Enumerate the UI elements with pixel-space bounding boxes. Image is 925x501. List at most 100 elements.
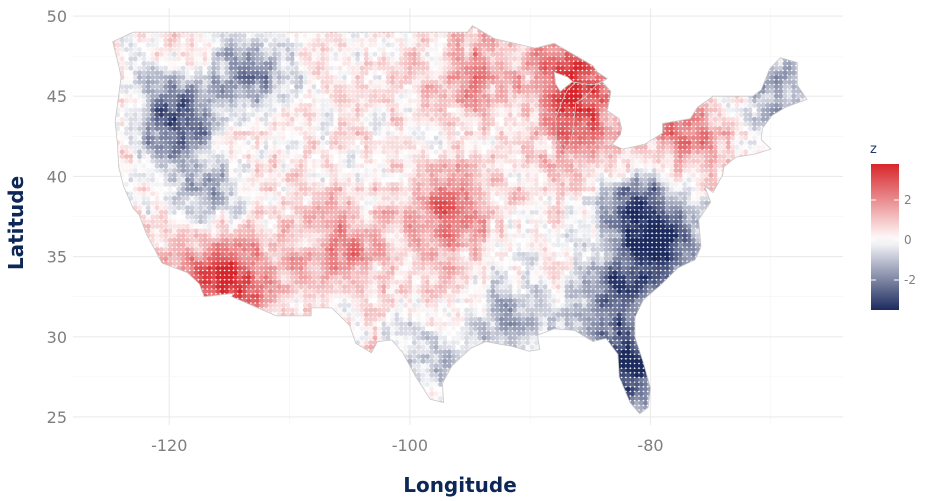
data-point xyxy=(608,349,614,355)
data-point xyxy=(154,316,160,322)
data-point xyxy=(158,312,164,318)
data-point xyxy=(481,409,487,414)
data-point xyxy=(669,354,675,359)
data-point xyxy=(324,326,330,332)
data-point xyxy=(586,316,592,322)
data-point xyxy=(320,302,326,308)
data-point xyxy=(621,330,627,336)
data-point xyxy=(263,409,269,414)
data-point xyxy=(158,307,164,313)
data-point xyxy=(416,391,422,397)
data-point xyxy=(281,293,286,299)
data-point xyxy=(433,372,439,378)
data-point xyxy=(795,381,801,387)
data-point xyxy=(551,368,557,373)
data-point xyxy=(433,340,439,346)
data-point xyxy=(494,358,500,364)
data-point xyxy=(739,395,744,401)
data-point xyxy=(407,330,413,336)
data-point xyxy=(573,344,579,350)
data-point xyxy=(107,331,112,336)
data-point xyxy=(385,377,391,383)
data-point xyxy=(281,321,286,327)
data-point xyxy=(259,298,265,304)
data-point xyxy=(407,340,413,346)
data-point xyxy=(333,409,339,414)
data-point xyxy=(263,405,269,411)
data-point xyxy=(150,330,156,336)
data-point xyxy=(651,307,657,313)
data-point xyxy=(259,321,265,327)
data-point xyxy=(342,326,348,332)
data-point xyxy=(185,344,191,350)
data-point xyxy=(691,358,696,364)
data-point xyxy=(246,381,252,387)
data-point xyxy=(630,354,635,359)
data-point xyxy=(377,279,382,285)
data-point xyxy=(359,274,365,280)
data-point xyxy=(298,354,304,359)
data-point xyxy=(163,349,169,355)
data-point xyxy=(115,340,121,346)
data-point xyxy=(699,288,705,294)
data-point xyxy=(555,354,561,359)
data-point xyxy=(420,326,426,332)
data-point xyxy=(189,377,195,383)
data-point xyxy=(573,335,579,341)
data-point xyxy=(385,302,391,308)
data-point xyxy=(281,354,286,359)
data-point xyxy=(525,288,531,294)
data-point xyxy=(551,330,557,336)
data-point xyxy=(656,307,662,313)
data-point xyxy=(560,302,566,308)
data-point xyxy=(630,312,635,318)
data-point xyxy=(464,288,470,294)
data-point xyxy=(329,409,334,414)
data-point xyxy=(555,395,561,401)
data-point xyxy=(233,363,239,369)
data-point xyxy=(220,349,225,355)
data-point xyxy=(141,381,147,387)
data-point xyxy=(145,391,151,397)
data-point xyxy=(233,400,239,406)
data-point xyxy=(302,386,308,392)
data-point xyxy=(112,340,116,346)
data-point xyxy=(560,349,566,355)
data-point xyxy=(464,284,470,290)
data-point xyxy=(438,405,444,411)
data-point xyxy=(481,312,487,318)
data-point xyxy=(682,298,688,304)
data-point xyxy=(612,405,618,411)
data-point xyxy=(154,335,160,341)
data-point xyxy=(560,377,566,383)
data-point xyxy=(180,307,186,313)
data-point xyxy=(215,298,221,304)
data-point xyxy=(451,335,457,341)
data-point xyxy=(359,395,365,401)
data-point xyxy=(446,354,452,359)
data-point xyxy=(608,316,614,322)
data-point xyxy=(464,386,470,392)
data-point xyxy=(660,340,666,346)
data-point xyxy=(455,326,461,332)
data-point xyxy=(329,321,334,327)
data-point xyxy=(385,293,391,299)
data-point xyxy=(211,395,217,401)
data-point xyxy=(403,293,409,299)
data-point xyxy=(272,298,278,304)
data-point xyxy=(315,354,321,359)
data-point xyxy=(595,354,601,359)
data-point xyxy=(756,344,762,350)
data-point xyxy=(673,335,679,341)
data-point xyxy=(455,288,461,294)
data-point xyxy=(787,316,792,322)
data-point xyxy=(800,391,805,397)
data-point xyxy=(172,354,177,359)
data-point xyxy=(320,326,326,332)
data-point xyxy=(752,363,758,369)
data-point xyxy=(734,363,740,369)
data-point xyxy=(490,409,496,414)
data-point xyxy=(237,363,243,369)
data-point xyxy=(272,340,278,346)
data-point xyxy=(486,386,491,392)
